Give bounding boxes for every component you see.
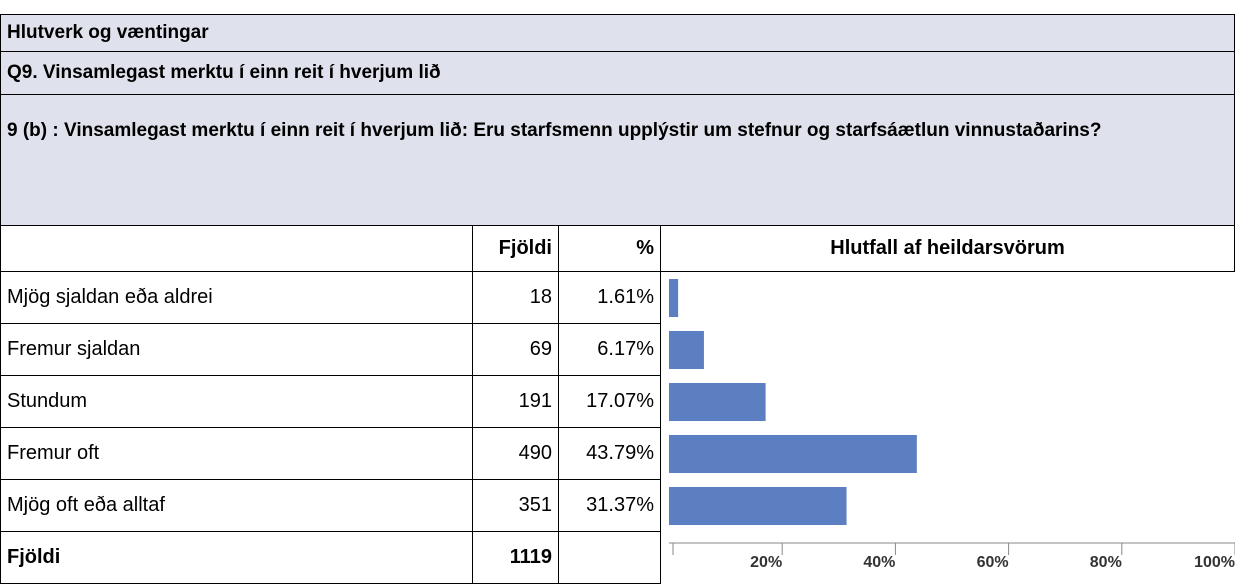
bar: [669, 383, 766, 421]
bar-cell: [660, 375, 1235, 428]
tick-label: 80%: [1090, 554, 1122, 571]
tick-label: 40%: [863, 554, 895, 571]
subquestion: 9 (b) : Vinsamlegast merktu í einn reit …: [0, 94, 1235, 226]
bar-cell: [660, 427, 1235, 480]
bar: [669, 487, 847, 525]
bar-cell: [660, 323, 1235, 376]
tick-label: 60%: [977, 554, 1009, 571]
bar-cell: [660, 531, 1235, 584]
tick-label: 100%: [1194, 554, 1235, 571]
tick-label: 20%: [750, 554, 782, 571]
bar: [669, 279, 679, 317]
section-title: Hlutverk og væntingar: [0, 14, 1235, 52]
bar-cell: [660, 479, 1235, 532]
bar: [669, 435, 917, 473]
bar-cell: [660, 271, 1235, 324]
bar: [669, 331, 704, 369]
